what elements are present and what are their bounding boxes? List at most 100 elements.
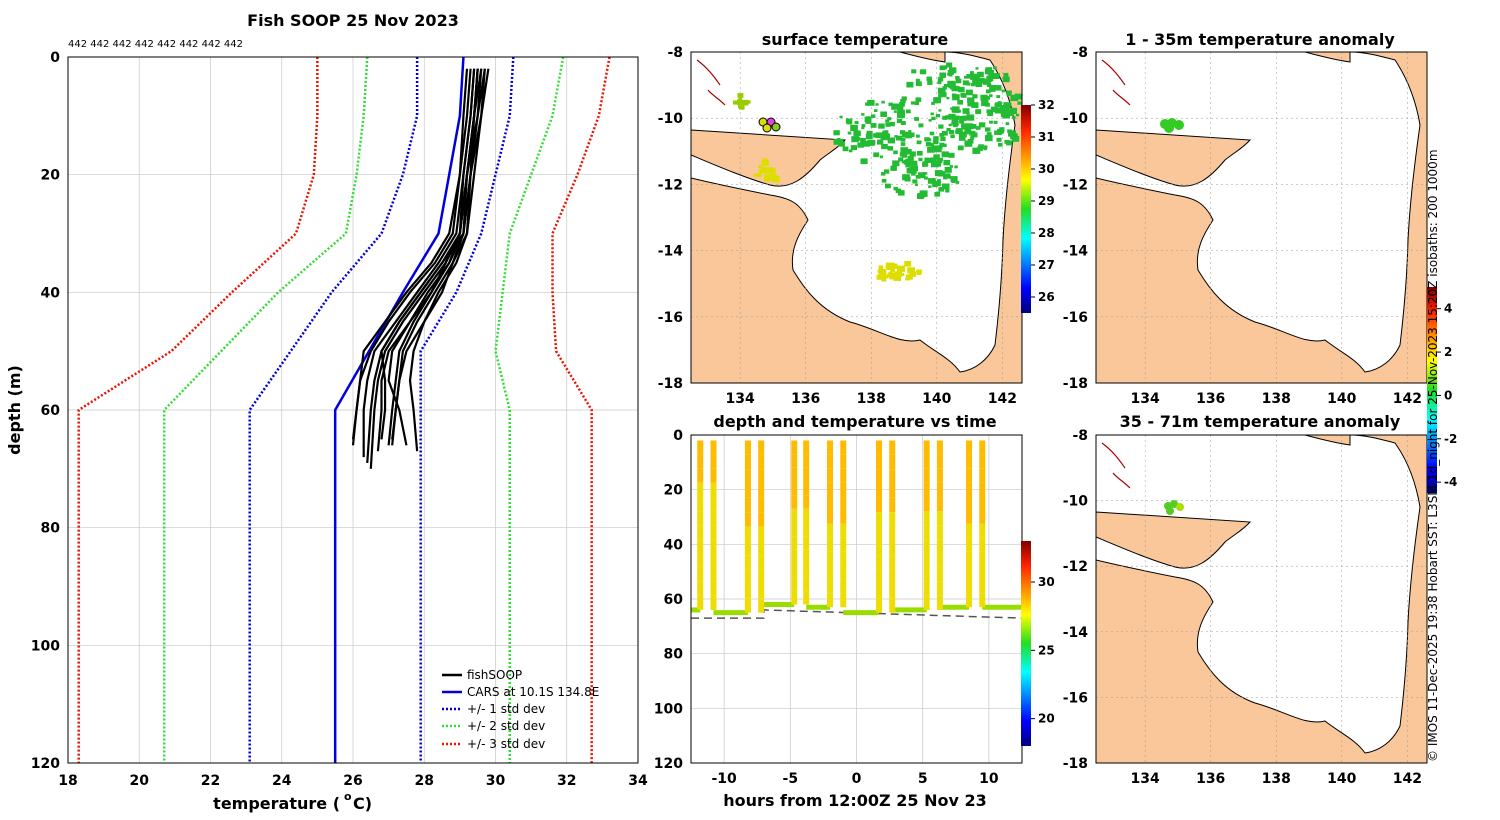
sst-pixel xyxy=(878,123,885,129)
sst-pixel xyxy=(735,101,739,104)
fishsoop-profile-line xyxy=(408,68,486,452)
sst-pixel xyxy=(978,122,986,128)
sst-pixel xyxy=(938,93,943,98)
sst-pixel xyxy=(988,74,993,78)
sst-pixel xyxy=(942,143,947,147)
map-lat-tick-label: -12 xyxy=(1063,559,1088,575)
sst-pixel xyxy=(981,100,989,107)
sst-pixel xyxy=(957,100,963,105)
sst-pixel xyxy=(1003,72,1009,77)
sst-pixel xyxy=(888,102,893,107)
sst-colorbar-tick-label: 32 xyxy=(1038,98,1055,112)
sst-pixel xyxy=(941,151,949,158)
sst-pixel xyxy=(983,147,988,151)
sst-pixel xyxy=(943,159,951,166)
sst-pixel xyxy=(903,159,910,165)
sst-pixel xyxy=(909,270,914,274)
sst-pixel xyxy=(833,138,841,145)
sst-pixel xyxy=(950,134,955,139)
sst-pixel xyxy=(966,123,974,130)
sst-pixel xyxy=(965,89,973,96)
profile-xtick-label: 20 xyxy=(130,773,150,789)
sst-pixel xyxy=(912,179,918,184)
sst-pixel xyxy=(772,176,779,182)
sst-pixel xyxy=(741,99,749,106)
sst-pixel xyxy=(902,174,910,181)
timeseries-title: depth and temperature vs time xyxy=(713,412,996,431)
sst-pixel xyxy=(937,77,944,82)
bathymetry-line xyxy=(691,609,1022,619)
sst-pixel xyxy=(870,123,877,128)
top-annotation: 442 442 442 442 442 442 442 442 xyxy=(68,39,243,50)
sst-pixel xyxy=(922,161,929,166)
sst-pixel xyxy=(890,165,897,171)
timeseries-colorbar-tick-label: 25 xyxy=(1038,643,1055,657)
sst-pixel xyxy=(946,96,950,100)
map-lat-tick-label: -16 xyxy=(1063,690,1088,706)
anomaly-deep-title: 35 - 71m temperature anomaly xyxy=(1120,412,1401,431)
sst-pixel xyxy=(904,261,912,267)
sst-pixel xyxy=(916,151,923,156)
profile-xtick-label: 30 xyxy=(486,773,506,789)
std3-left-line xyxy=(77,57,319,763)
sst-pixel xyxy=(907,156,914,161)
sst-pixel xyxy=(881,277,887,282)
sst-pixel xyxy=(935,141,939,144)
sst-pixel xyxy=(875,132,883,138)
sst-pixel xyxy=(897,265,905,272)
sst-pixel xyxy=(895,188,902,193)
sst-pixel xyxy=(997,128,1004,134)
sst-pixel xyxy=(959,146,964,150)
sst-pixel xyxy=(916,269,922,274)
profile-chart: Fish SOOP 25 Nov 2023 442 442 442 442 44… xyxy=(5,11,648,813)
sst-pixel xyxy=(887,273,892,278)
map-lat-tick-label: -12 xyxy=(1063,177,1088,193)
timeseries-ytick-label: 120 xyxy=(654,756,683,772)
sst-pixel xyxy=(924,172,928,175)
sst-pixel xyxy=(949,165,954,168)
sst-pixel xyxy=(986,75,994,82)
sst-pixel xyxy=(769,170,776,176)
map-lat-tick-label: -8 xyxy=(1072,428,1088,444)
map-lon-tick-label: 140 xyxy=(922,391,951,407)
sst-pixel xyxy=(987,70,995,76)
std2-right-line xyxy=(494,56,565,763)
sst-pixel xyxy=(942,183,950,190)
profile-xtick-label: 18 xyxy=(58,773,77,789)
sst-pixel xyxy=(918,172,926,179)
sst-pixel xyxy=(972,94,978,99)
sst-pixel xyxy=(893,110,897,113)
sst-pixel xyxy=(950,176,958,182)
sst-pixel xyxy=(839,115,843,119)
sst-pixel xyxy=(986,89,991,94)
sst-pixel xyxy=(978,144,984,149)
sst-pixel xyxy=(857,142,864,148)
sst-pixel xyxy=(930,143,934,146)
anomaly-shallow-title: 1 - 35m temperature anomaly xyxy=(1125,30,1395,49)
sst-pixel xyxy=(967,138,974,144)
sst-pixel xyxy=(924,176,928,180)
sst-pixel xyxy=(910,101,915,105)
std3-right-line xyxy=(551,56,611,763)
sst-pixel xyxy=(985,96,990,100)
sst-pixel xyxy=(887,117,892,121)
legend: fishSOOP CARS at 10.1S 134.8E +/- 1 std … xyxy=(442,668,599,751)
sst-pixel xyxy=(887,146,894,151)
copyright-note: © IMOS 11-Dec-2025 19:38 Hobart SST: L3S… xyxy=(1426,149,1440,762)
sst-pixel xyxy=(925,142,932,147)
anomaly-deep-land xyxy=(1096,435,1427,763)
sst-pixel xyxy=(943,176,947,180)
map-lat-tick-label: -10 xyxy=(1063,111,1089,127)
timeseries-ytick-label: 40 xyxy=(664,537,684,553)
sst-pixel xyxy=(942,115,948,120)
sst-pixel xyxy=(999,107,1004,110)
timeseries-ytick-label: 60 xyxy=(664,592,684,608)
sst-pixel xyxy=(966,111,970,115)
sst-pixel xyxy=(938,187,945,192)
anomaly-shallow-land xyxy=(1096,52,1427,383)
sst-pixel xyxy=(961,133,967,138)
sst-pixel xyxy=(959,115,967,121)
sst-pixel xyxy=(836,138,841,141)
sst-pixel xyxy=(939,72,946,78)
sst-pixel xyxy=(964,140,973,147)
